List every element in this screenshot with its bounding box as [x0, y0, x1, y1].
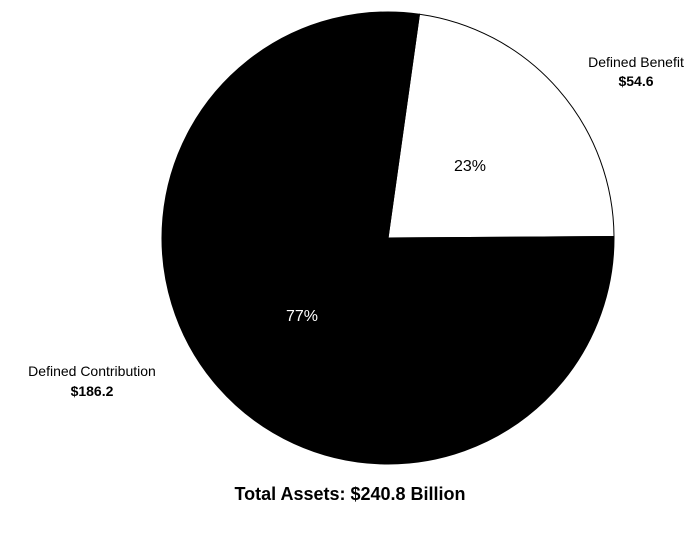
category-label-defined-contribution: Defined Contribution — [28, 363, 156, 379]
pie-slices — [161, 11, 615, 465]
slice-percent-defined-benefit: 23% — [454, 158, 486, 175]
total-assets-label: Total Assets: $240.8 Billion — [234, 484, 465, 504]
category-label-defined-benefit: Defined Benefit — [588, 54, 684, 70]
slice-percent-defined-contribution: 77% — [286, 308, 318, 325]
pie-slice-defined-benefit — [387, 13, 615, 239]
category-value-defined-benefit: $54.6 — [618, 73, 653, 89]
category-value-defined-contribution: $186.2 — [71, 383, 114, 399]
pie-slice-defined-contribution — [161, 11, 615, 465]
